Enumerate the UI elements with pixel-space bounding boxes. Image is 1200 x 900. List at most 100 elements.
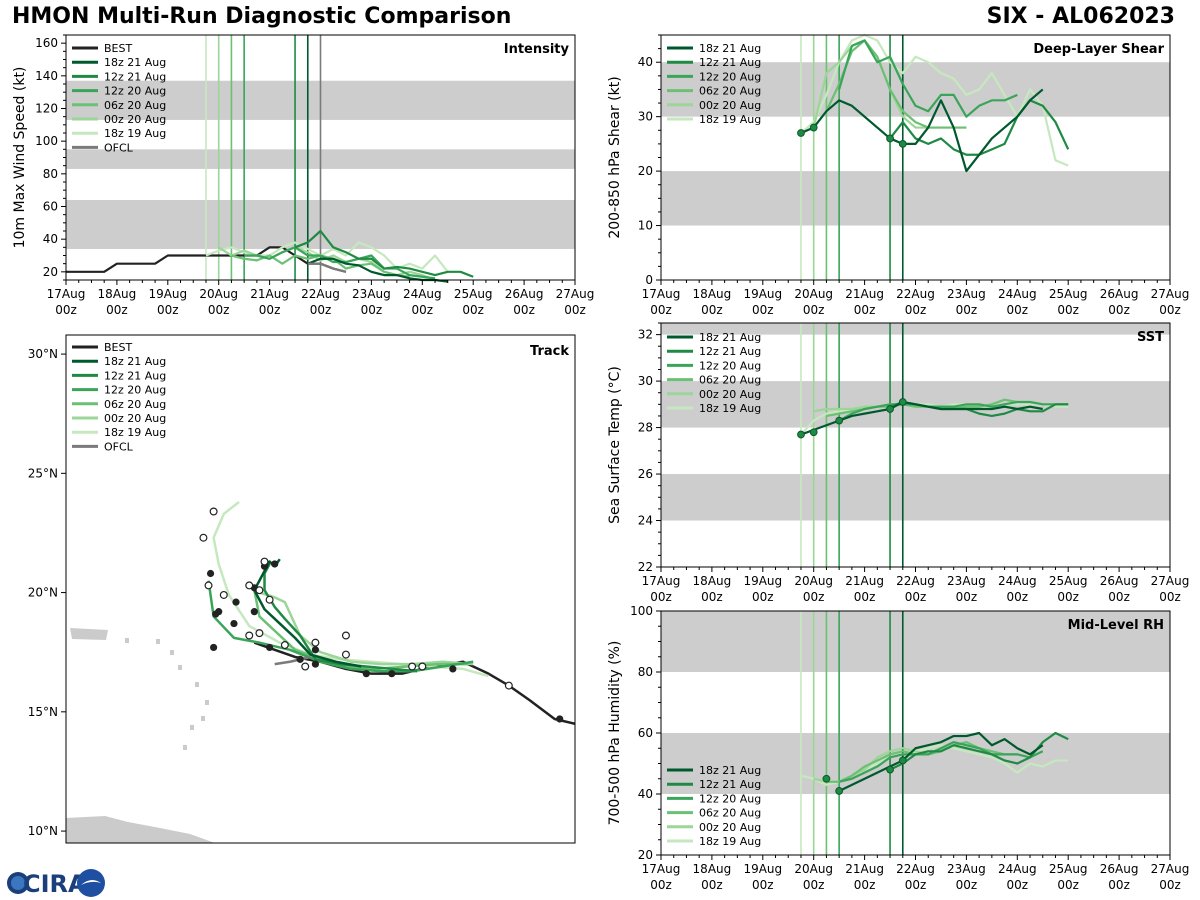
- xtick-sub-label: 00z: [1108, 590, 1130, 604]
- land-island-1: [156, 639, 160, 644]
- track-marker-open-10: [199, 533, 208, 542]
- xtick-label-27aug: 27Aug: [1151, 862, 1190, 876]
- xtick-sub-label: 00z: [701, 590, 723, 604]
- ytick-label-26: 26: [638, 467, 653, 481]
- series-18z-21-aug: [800, 88, 1044, 173]
- marker-3: [898, 756, 907, 765]
- ytick-label-100: 100: [35, 134, 58, 148]
- xtick-label-26aug: 26Aug: [1100, 287, 1139, 301]
- xtick-sub-label: 00z: [1159, 303, 1181, 317]
- legend-label-06z-20-aug: 06z 20 Aug: [699, 374, 761, 387]
- xtick-sub-label: 00z: [157, 303, 179, 317]
- xtick-label-19aug: 19Aug: [743, 574, 782, 588]
- legend-label-18z-21-aug: 18z 21 Aug: [699, 42, 761, 55]
- xtick-sub-label: 00z: [752, 590, 774, 604]
- xtick-label-21aug: 21Aug: [845, 287, 884, 301]
- panel-rh: 20 40 60 80 100 17Aug 00z 18Aug 00z 19Aug 00z 20Aug…: [607, 604, 1189, 892]
- legend-label-12z-21-aug: 12z 21 Aug: [699, 778, 761, 791]
- ytick-label-40: 40: [43, 232, 58, 246]
- legend-label-ofcl: OFCL: [104, 141, 134, 154]
- lat-tick-label-20: 20°N: [28, 586, 58, 600]
- legend-label-12z-20-aug: 12z 20 Aug: [104, 384, 166, 397]
- xtick-sub-label: 00z: [854, 303, 876, 317]
- xtick-sub-label: 00z: [1159, 590, 1181, 604]
- track-marker-open-14: [265, 595, 274, 604]
- track-marker-open-6: [255, 629, 264, 638]
- xtick-label-17aug: 17Aug: [642, 862, 681, 876]
- legend-label-best: BEST: [104, 42, 132, 55]
- xtick-label-24aug: 24Aug: [998, 862, 1037, 876]
- land-puerto-rico: [70, 628, 108, 640]
- ytick-label-100: 100: [630, 604, 653, 618]
- xtick-label-20aug: 20Aug: [794, 574, 833, 588]
- xtick-label-21aug: 21Aug: [845, 862, 884, 876]
- xtick-label-23aug: 23Aug: [947, 574, 986, 588]
- ytick-label-32: 32: [638, 328, 653, 342]
- legend-label-00z-20-aug: 00z 20 Aug: [699, 821, 761, 834]
- xtick-sub-label: 00z: [752, 878, 774, 892]
- lat-tick-label-25: 25°N: [28, 466, 58, 480]
- xtick-label-25aug: 25Aug: [1049, 574, 1088, 588]
- xtick-label-26aug: 26Aug: [505, 287, 544, 301]
- xtick-sub-label: 00z: [1007, 303, 1029, 317]
- panel-shear: 0 10 20 30 40 17Aug 00z 18Aug 00z 19Aug 00z 20Aug 00…: [607, 33, 1189, 317]
- panel-title: Mid-Level RH: [1068, 618, 1164, 633]
- track-marker-open-5: [301, 662, 310, 671]
- track-00z-20-aug: [259, 591, 474, 666]
- xtick-sub-label: 00z: [956, 878, 978, 892]
- lat-tick-label-30: 30°N: [28, 347, 58, 361]
- track-marker-filled-8: [250, 608, 258, 616]
- xtick-label-20aug: 20Aug: [794, 287, 833, 301]
- legend-label-00z-20-aug: 00z 20 Aug: [699, 99, 761, 112]
- track-12z-21-aug: [263, 563, 418, 673]
- y-axis-label: 200-850 hPa Shear (kt): [607, 76, 623, 238]
- series-18z-19-aug: [205, 241, 449, 273]
- marker-2: [835, 416, 844, 425]
- track-marker-open-8: [219, 590, 228, 599]
- series-18z-19-aug: [800, 403, 1069, 436]
- ytick-label-22: 22: [638, 560, 653, 574]
- xtick-label-27aug: 27Aug: [556, 287, 595, 301]
- logo-swirl: [81, 879, 101, 885]
- xtick-sub-label: 00z: [361, 303, 383, 317]
- panel-intensity: 20 40 60 80 100 120 140 160 17Aug 00z 18Aug 00z 19Au…: [12, 34, 595, 317]
- track-marker-filled-7: [266, 643, 274, 652]
- legend-label-00z-20-aug: 00z 20 Aug: [699, 388, 761, 401]
- legend-label-12z-21-aug: 12z 21 Aug: [699, 56, 761, 69]
- xtick-sub-label: 00z: [310, 303, 332, 317]
- track-marker-open-1: [418, 662, 427, 671]
- plot-frame: [65, 334, 576, 844]
- xtick-sub-label: 00z: [1057, 303, 1079, 317]
- xtick-sub-label: 00z: [1159, 878, 1181, 892]
- logo-left-globe-inner: [11, 876, 25, 890]
- ytick-label-80: 80: [638, 665, 653, 679]
- xtick-label-17aug: 17Aug: [642, 574, 681, 588]
- panel-title: Track: [530, 344, 569, 359]
- legend-label-06z-20-aug: 06z 20 Aug: [699, 85, 761, 98]
- xtick-sub-label: 00z: [956, 303, 978, 317]
- y-axis-label: 10m Max Wind Speed (kt): [12, 67, 28, 249]
- y-axis-label: Sea Surface Temp (°C): [607, 366, 623, 524]
- xtick-label-21aug: 21Aug: [845, 574, 884, 588]
- legend-label-best: BEST: [104, 341, 132, 354]
- panel-sst: 22 24 26 28 30 32 17Aug 00z 18Aug 00z 19Aug 00z 20Au…: [607, 322, 1189, 604]
- xtick-sub-label: 00z: [803, 590, 825, 604]
- storm-id: SIX - AL062023: [986, 4, 1175, 29]
- track-marker-filled-2: [388, 670, 396, 678]
- ytick-label-120: 120: [35, 102, 58, 116]
- track-marker-filled-3: [362, 670, 370, 678]
- lat-tick-label-10: 10°N: [28, 824, 58, 838]
- xtick-label-22aug: 22Aug: [896, 287, 935, 301]
- xtick-sub-label: 00z: [564, 303, 586, 317]
- xtick-sub-label: 00z: [854, 590, 876, 604]
- page-title: HMON Multi-Run Diagnostic Comparison: [12, 4, 512, 29]
- xtick-sub-label: 00z: [650, 590, 672, 604]
- xtick-label-22aug: 22Aug: [896, 574, 935, 588]
- land-island-4: [195, 682, 199, 687]
- marker-1: [835, 787, 844, 795]
- legend-label-00z-20-aug: 00z 20 Aug: [104, 412, 166, 425]
- xtick-sub-label: 00z: [1108, 878, 1130, 892]
- xtick-label-26aug: 26Aug: [1100, 862, 1139, 876]
